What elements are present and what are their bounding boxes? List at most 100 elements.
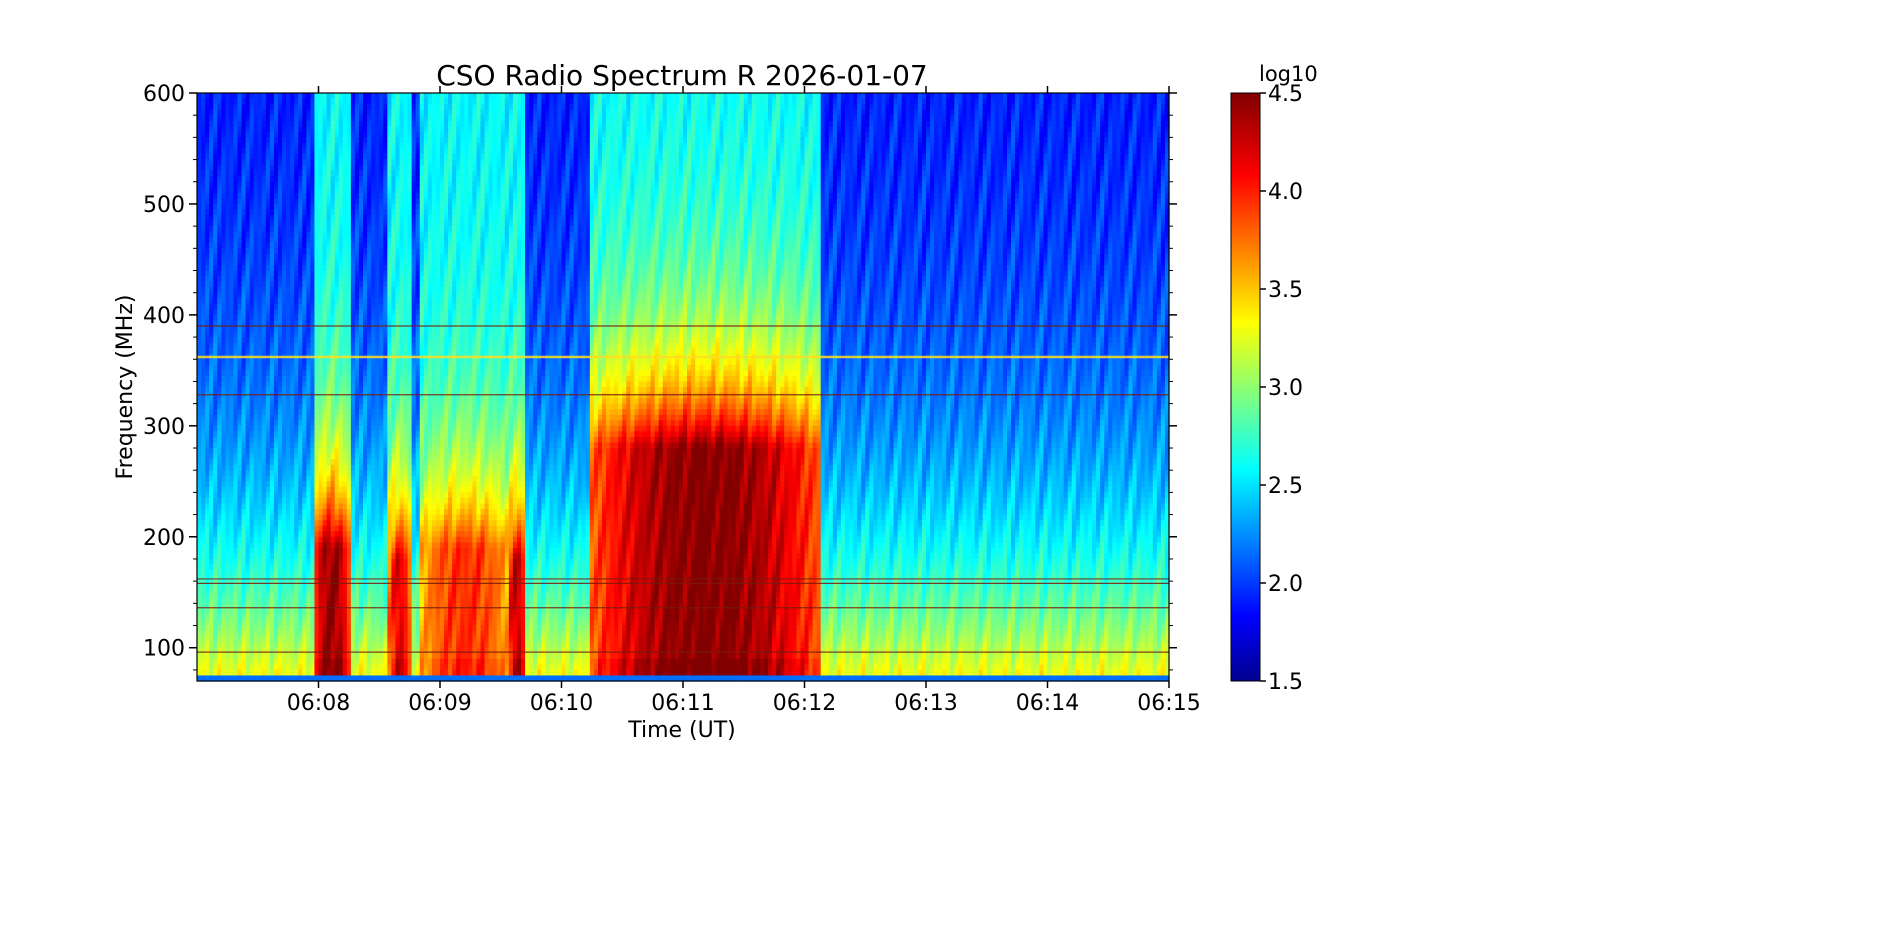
heatmap-cell [266,442,271,448]
heatmap-cell [294,426,299,432]
heatmap-cell [363,332,368,338]
heatmap-cell [367,148,372,154]
heatmap-cell [343,642,348,648]
heatmap-cell [347,248,352,254]
heatmap-cell [213,592,218,598]
heatmap-cell [282,648,287,654]
heatmap-cell [298,465,303,471]
heatmap-cell [233,509,238,515]
heatmap-cell [339,315,344,321]
heatmap-cell [217,148,222,154]
heatmap-cell [242,160,247,166]
heatmap-cell [225,237,230,243]
heatmap-cell [262,642,267,648]
heatmap-cell [233,343,238,349]
heatmap-cell [314,598,319,604]
heatmap-cell [258,415,263,421]
heatmap-cell [242,365,247,371]
heatmap-cell [250,470,255,476]
heatmap-cell [375,365,380,371]
heatmap-cell [270,492,275,498]
heatmap-cell [197,271,202,277]
heatmap-cell [238,620,243,626]
heatmap-cell [221,337,226,343]
heatmap-cell [205,187,210,193]
heatmap-cell [314,221,319,227]
heatmap-cell [355,104,360,110]
heatmap-cell [254,581,259,587]
heatmap-cell [262,132,267,138]
heatmap-cell [371,315,376,321]
heatmap-cell [286,326,291,332]
heatmap-cell [351,304,356,310]
heatmap-cell [213,476,218,482]
heatmap-cell [225,370,230,376]
heatmap-cell [302,398,307,404]
heatmap-cell [294,637,299,643]
heatmap-cell [282,631,287,637]
heatmap-cell [209,187,214,193]
heatmap-cell [205,209,210,215]
heatmap-cell [302,348,307,354]
heatmap-cell [258,526,263,532]
heatmap-cell [201,548,206,554]
heatmap-cell [290,409,295,415]
heatmap-cell [302,531,307,537]
heatmap-cell [229,537,234,543]
heatmap-cell [221,548,226,554]
heatmap-cell [371,160,376,166]
heatmap-cell [205,121,210,127]
heatmap-cell [294,581,299,587]
heatmap-cell [197,198,202,204]
heatmap-cell [327,193,332,199]
heatmap-cell [209,620,214,626]
heatmap-cell [201,126,206,132]
heatmap-cell [254,470,259,476]
heatmap-cell [339,232,344,238]
heatmap-cell [250,143,255,149]
heatmap-cell [302,187,307,193]
heatmap-cell [217,337,222,343]
heatmap-cell [379,603,384,609]
heatmap-cell [205,232,210,238]
heatmap-cell [258,409,263,415]
heatmap-cell [339,376,344,382]
heatmap-cell [225,503,230,509]
heatmap-cell [379,254,384,260]
heatmap-cell [339,254,344,260]
heatmap-cell [347,598,352,604]
heatmap-cell [266,104,271,110]
heatmap-cell [278,309,283,315]
heatmap-cell [375,237,380,243]
heatmap-cell [335,398,340,404]
heatmap-cell [201,459,206,465]
heatmap-cell [306,148,311,154]
heatmap-cell [379,437,384,443]
heatmap-cell [310,542,315,548]
heatmap-cell [282,187,287,193]
heatmap-cell [246,442,251,448]
heatmap-cell [327,481,332,487]
heatmap-cell [274,620,279,626]
heatmap-cell [205,648,210,654]
heatmap-cell [242,282,247,288]
heatmap-cell [347,104,352,110]
heatmap-cell [201,215,206,221]
heatmap-cell [217,398,222,404]
heatmap-cell [205,332,210,338]
heatmap-cell [367,137,372,143]
heatmap-cell [294,520,299,526]
heatmap-cell [375,293,380,299]
heatmap-cell [323,165,328,171]
heatmap-cell [225,431,230,437]
heatmap-cell [355,404,360,410]
heatmap-cell [278,614,283,620]
heatmap-cell [278,237,283,243]
heatmap-cell [254,215,259,221]
heatmap-cell [306,470,311,476]
heatmap-cell [375,454,380,460]
heatmap-cell [371,570,376,576]
heatmap-cell [205,359,210,365]
heatmap-cell [298,376,303,382]
heatmap-cell [310,282,315,288]
